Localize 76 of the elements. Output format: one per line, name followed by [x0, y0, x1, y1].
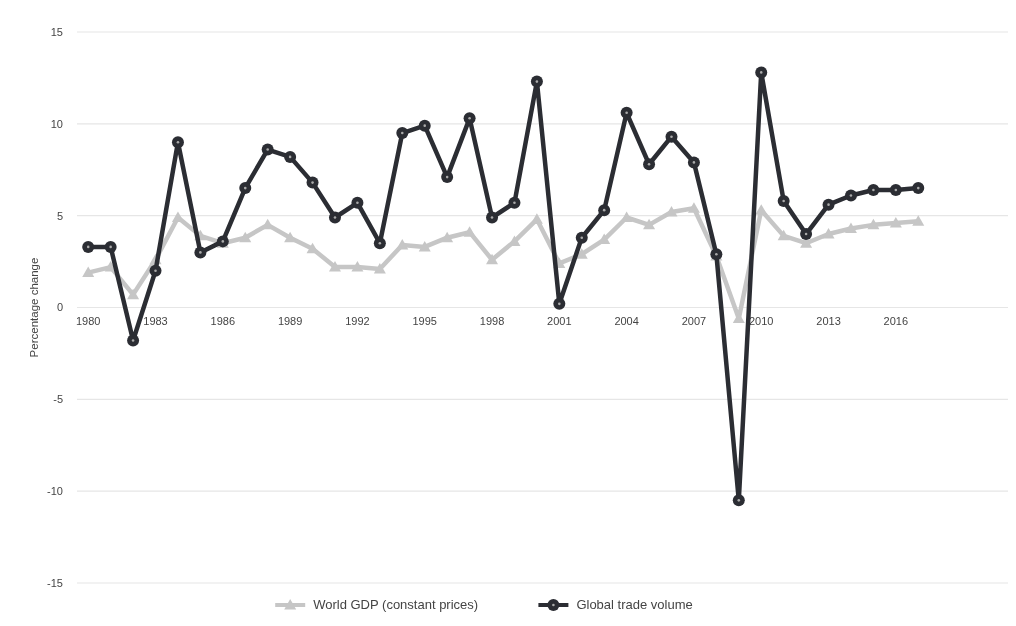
point: [867, 218, 880, 230]
point: [328, 261, 341, 272]
point: [822, 198, 835, 211]
x-tick-label: 2004: [614, 314, 639, 327]
x-tick-label: 2013: [816, 314, 841, 327]
y-tick-label: -5: [53, 393, 63, 406]
y-tick-label: 0: [56, 301, 63, 314]
point: [530, 75, 543, 88]
point: [620, 106, 633, 119]
point: [912, 182, 925, 195]
point: [351, 261, 364, 272]
x-tick-label: 2016: [883, 314, 909, 327]
point: [889, 217, 902, 228]
point: [127, 334, 140, 347]
point: [598, 204, 611, 217]
y-axis-title: Percentage change: [28, 257, 40, 358]
point: [418, 240, 431, 252]
legend-label: World GDP (constant prices): [313, 597, 479, 612]
y-tick-label: 5: [56, 209, 63, 222]
point: [912, 215, 925, 226]
point: [284, 150, 297, 163]
point: [508, 196, 521, 209]
point: [687, 156, 700, 169]
point: [575, 231, 588, 244]
point: [306, 176, 319, 189]
point: [889, 183, 902, 196]
point: [777, 229, 790, 241]
point: [82, 240, 95, 253]
point: [441, 231, 454, 243]
point: [351, 196, 364, 209]
point: [755, 66, 768, 79]
point: [239, 231, 252, 243]
x-tick-label: 1980: [75, 314, 101, 327]
x-tick-label: 1995: [412, 314, 437, 327]
point: [643, 218, 656, 230]
point: [396, 127, 409, 140]
x-tick-label: 2007: [681, 314, 707, 327]
point: [732, 494, 745, 507]
x-tick-label: 1983: [143, 314, 168, 327]
point: [328, 211, 341, 224]
point: [373, 237, 386, 250]
point: [149, 264, 162, 277]
x-tick-label: 1989: [277, 314, 303, 327]
x-tick-label: 1986: [210, 314, 236, 327]
point: [643, 158, 656, 171]
point: [373, 262, 386, 274]
point: [171, 136, 184, 149]
x-tick-label: 1992: [345, 314, 370, 327]
point: [553, 297, 566, 310]
y-tick-label: -10: [47, 485, 63, 498]
point: [665, 130, 678, 143]
y-tick-label: 10: [50, 117, 63, 130]
point: [687, 202, 700, 213]
point: [822, 228, 835, 239]
point: [441, 171, 454, 184]
x-tick-label: 2001: [547, 314, 572, 327]
point: [463, 226, 476, 237]
point: [194, 246, 207, 259]
x-tick-label: 2010: [748, 314, 774, 327]
point: [844, 189, 857, 202]
y-tick-label: 15: [50, 25, 63, 38]
point: [239, 182, 252, 195]
point: [867, 183, 880, 196]
point: [486, 253, 499, 265]
y-tick-label: -15: [47, 576, 63, 589]
legend-label: Global trade volume: [576, 597, 693, 612]
point: [800, 228, 813, 241]
point: [486, 211, 499, 224]
point: [418, 119, 431, 132]
point: [127, 288, 140, 300]
point: [261, 143, 274, 156]
point: [82, 266, 95, 278]
point: [777, 194, 790, 207]
point: [844, 222, 857, 234]
x-tick-label: 1998: [479, 314, 505, 327]
point: [104, 240, 117, 253]
